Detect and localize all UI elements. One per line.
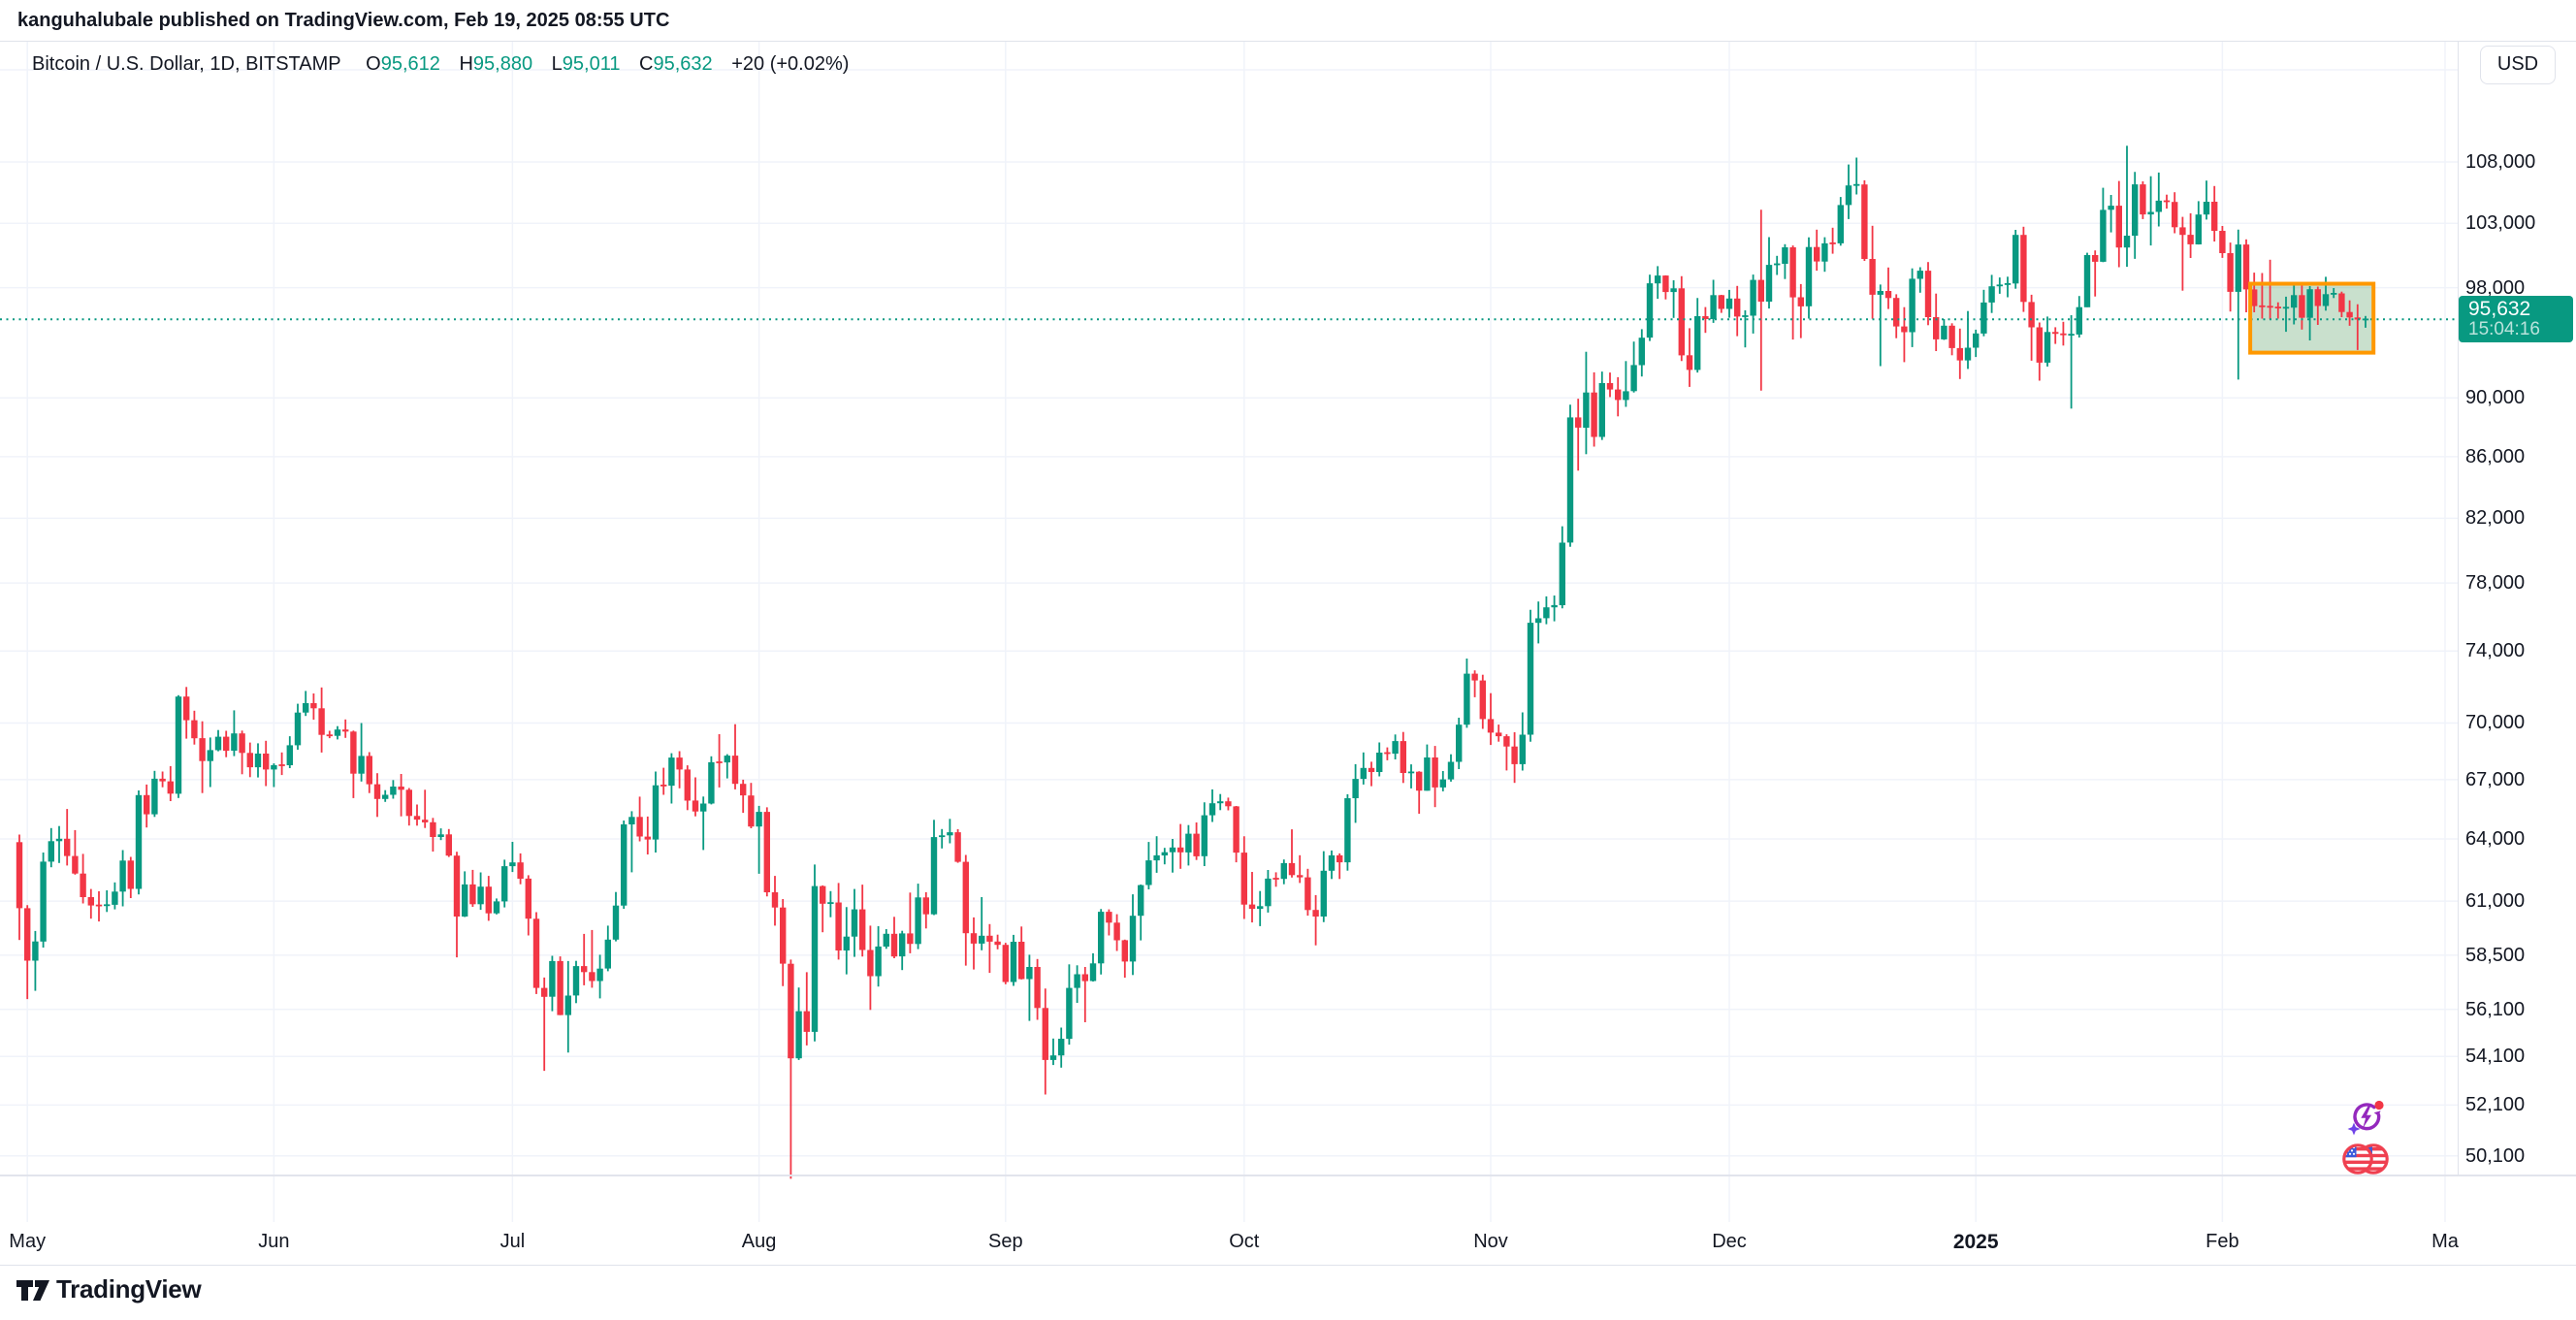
chart-pane [0,41,2458,1222]
current-price-value: 95,632 [2468,298,2531,321]
price-axis-border [2458,41,2459,1175]
price-tick-label: 61,000 [2465,890,2526,913]
highlight-box-border [2248,281,2376,355]
symbol-legend[interactable]: Bitcoin / U.S. Dollar, 1D, BITSTAMP O95,… [32,50,849,78]
time-tick-label: Jun [258,1231,290,1252]
price-tick-label: 67,000 [2465,768,2526,790]
price-tick-label: 50,100 [2465,1144,2526,1167]
time-tick-label: Nov [1473,1231,1508,1252]
currency-toggle-button[interactable]: USD [2480,46,2556,84]
symbol-description[interactable]: Bitcoin / U.S. Dollar, 1D, BITSTAMP [32,53,341,75]
time-tick-label: Dec [1712,1231,1747,1252]
price-tick-label: 70,000 [2465,712,2526,734]
time-tick-label: May [9,1231,47,1252]
pane-separator [0,1175,2576,1176]
price-tick-label: 103,000 [2465,212,2536,235]
us-economic-events-icon[interactable] [2337,1139,2394,1179]
time-tick-label: Oct [1229,1231,1260,1252]
tradingview-logo-icon[interactable] [16,1280,51,1305]
price-tick-label: 86,000 [2465,445,2526,467]
change-value: +20 (+0.02%) [731,53,850,75]
current-price-label: 95,632 15:04:16 [2459,296,2573,343]
high-value: 95,880 [472,53,533,75]
open-value: 95,612 [380,53,440,75]
close-label: C [639,53,654,75]
price-tick-label: 98,000 [2465,276,2526,299]
time-tick-label: Ma [2431,1231,2459,1252]
ai-events-icon[interactable] [2347,1098,2386,1137]
low-value: 95,011 [562,53,621,75]
bar-countdown: 15:04:16 [2468,319,2540,340]
close-value: 95,632 [653,53,713,75]
time-tick-label: 2025 [1952,1231,1999,1253]
price-tick-label: 54,100 [2465,1046,2526,1068]
time-tick-label: Jul [499,1231,526,1252]
open-label: O [366,53,381,75]
time-axis-border [0,1265,2576,1266]
price-tick-label: 56,100 [2465,998,2526,1020]
tradingview-wordmark[interactable]: TradingView [56,1274,202,1304]
time-tick-label: Sep [988,1231,1023,1252]
price-tick-label: 90,000 [2465,387,2526,409]
price-tick-label: 82,000 [2465,507,2526,530]
low-label: L [551,53,563,75]
high-label: H [459,53,473,75]
price-tick-label: 58,500 [2465,944,2526,966]
price-tick-label: 78,000 [2465,572,2526,595]
time-tick-label: Feb [2206,1231,2239,1252]
time-tick-label: Aug [741,1231,777,1252]
attribution-text: kanguhalubale published on TradingView.c… [17,10,670,31]
price-tick-label: 108,000 [2465,151,2536,173]
price-tick-label: 74,000 [2465,640,2526,662]
price-tick-label: 52,100 [2465,1094,2526,1116]
footer [0,1266,2576,1320]
attribution-bar: kanguhalubale published on TradingView.c… [0,0,2576,42]
price-tick-label: 64,000 [2465,828,2526,850]
